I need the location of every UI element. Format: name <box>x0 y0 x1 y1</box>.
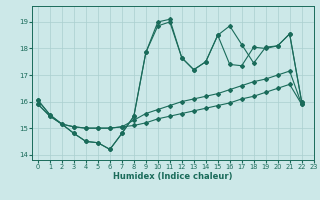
X-axis label: Humidex (Indice chaleur): Humidex (Indice chaleur) <box>113 172 233 181</box>
